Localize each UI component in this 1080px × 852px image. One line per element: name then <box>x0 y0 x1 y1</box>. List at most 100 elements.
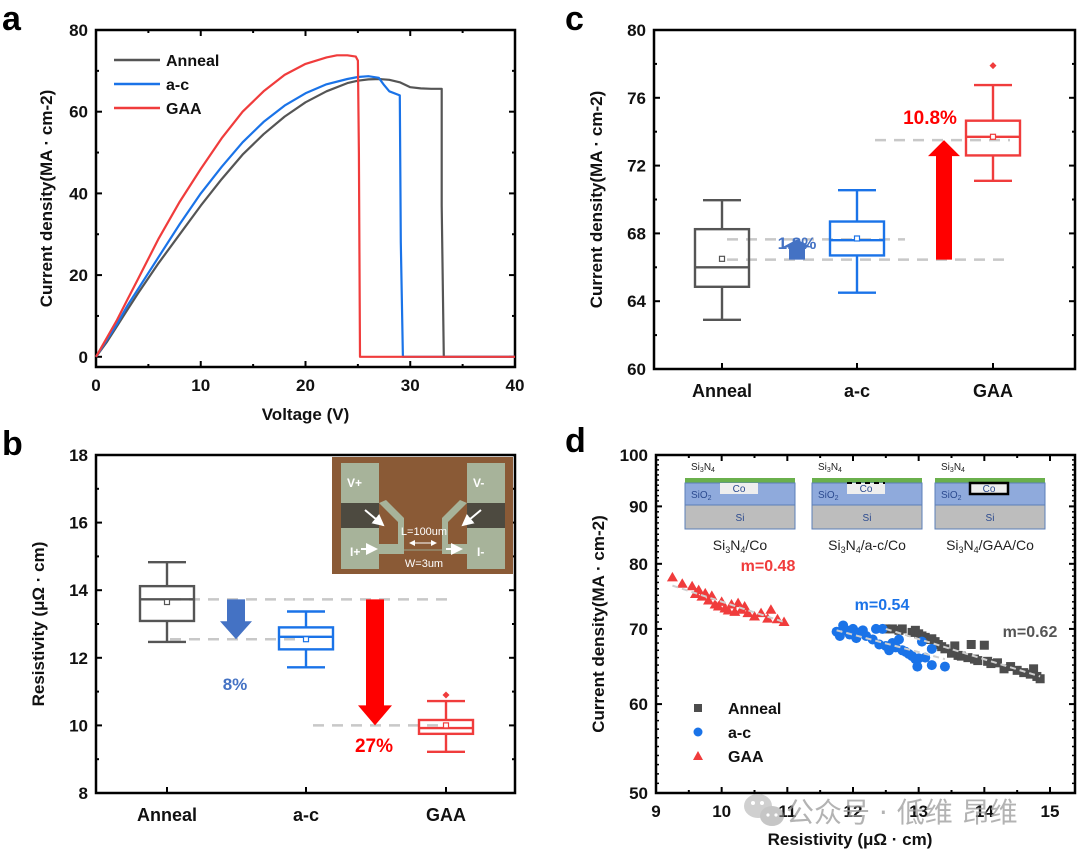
panel-b-box-anneal <box>138 560 196 644</box>
scatter-point <box>1035 674 1045 684</box>
scatter-point <box>973 656 983 666</box>
scatter-point <box>778 616 790 627</box>
panel-a-ytick-label: 60 <box>69 103 88 122</box>
panel-d-legend-label: a-c <box>728 725 751 742</box>
schematic-co-line <box>968 481 1010 496</box>
pad-iminus <box>467 528 505 569</box>
trace-vminus <box>442 500 467 545</box>
panel-c-box-anneal <box>693 198 751 322</box>
panel-c-box-ac <box>828 188 886 294</box>
label-vminus: V- <box>473 476 484 490</box>
panel-d-xlabel: Resistivity (μΩ · cm) <box>768 830 933 849</box>
box-mean-marker <box>718 255 726 262</box>
trace-iplus <box>379 544 404 554</box>
scatter-point <box>926 643 937 654</box>
panel-b-change-label: 8% <box>223 675 248 694</box>
panel-a-xtick-label: 10 <box>191 376 210 395</box>
schematic-si-label: Si <box>863 513 872 524</box>
panel-d-fit-line <box>885 627 1041 678</box>
label-iminus: I- <box>477 545 484 559</box>
box-outlier <box>989 62 997 70</box>
watermark: 公众号 · 低维 昂维 <box>744 794 1018 829</box>
box-iqr <box>277 626 335 651</box>
panel-b-ytick-label: 8 <box>79 784 88 803</box>
panel-d-ytick-label: 90 <box>629 497 648 516</box>
panel-label-b: b <box>2 425 23 463</box>
panel-a-ylabel: Current density(MA · cm-2) <box>37 90 56 308</box>
schematic-sio2-label: SiO2 <box>691 490 712 502</box>
panel-c-category-label: GAA <box>973 381 1013 401</box>
panel-d-stack-schematic: Si3N4 Co SiO2 Si Si3N4/a-c/Co <box>811 462 923 555</box>
panel-b-box-ac <box>277 610 335 669</box>
panel-d-ytick-label: 50 <box>629 784 648 803</box>
schematic-sio2-label: SiO2 <box>818 490 839 502</box>
panel-b-box-gaa <box>417 691 475 753</box>
panel-c-ytick-label: 64 <box>627 292 646 311</box>
panel-b-ytick-label: 10 <box>69 716 88 735</box>
panel-a-line-anneal <box>95 77 515 358</box>
panel-b-category-label: a-c <box>293 805 319 825</box>
plot-frame <box>94 28 517 369</box>
scatter-point <box>765 604 777 614</box>
box-mean-marker <box>442 722 450 729</box>
panel-a-legend-label: a-c <box>166 77 189 94</box>
scatter-point <box>939 661 950 672</box>
scatter-point <box>992 658 1002 668</box>
label-length: L=100um <box>401 526 447 538</box>
label-iplus: I+ <box>350 545 360 559</box>
schematic-si3n4-label: Si3N4 <box>691 462 715 474</box>
schematic-co-label: Co <box>860 484 873 495</box>
panel-d-ytick-label: 70 <box>629 620 648 639</box>
panel-b-category-label: Anneal <box>137 805 197 825</box>
schematic-si-substrate <box>934 504 1046 530</box>
plot-frame <box>654 453 1077 795</box>
panel-d-legend-marker <box>694 704 702 712</box>
scatter-point <box>986 659 996 669</box>
panel-c-ytick-label: 60 <box>627 360 646 379</box>
panel-a-legend-label: GAA <box>166 101 202 118</box>
scatter-point <box>693 584 705 595</box>
panel-b-ytick-label: 16 <box>69 514 88 533</box>
box-mean-marker <box>302 636 310 643</box>
box-iqr <box>138 584 196 623</box>
panel-a-xtick-label: 30 <box>401 376 420 395</box>
pad-dark-strip-left <box>341 503 379 528</box>
arrow-vplus-icon <box>364 509 385 527</box>
panel-d-xtick-label: 15 <box>1041 802 1060 821</box>
panel-c-change-arrow-up-icon <box>782 239 812 260</box>
schematic-co-line <box>847 483 885 494</box>
scatter-point <box>666 571 678 582</box>
schematic-co-label: Co <box>983 484 996 495</box>
panel-d-xtick-label: 13 <box>909 802 928 821</box>
panel-b-ytick-label: 18 <box>69 446 88 465</box>
label-vplus: V+ <box>347 476 362 490</box>
panel-a-xlabel: Voltage (V) <box>262 405 350 424</box>
panel-d-xtick-label: 9 <box>651 802 660 821</box>
panel-c-ytick-label: 72 <box>627 157 646 176</box>
pad-vminus <box>467 463 505 503</box>
panel-d-legend-label: Anneal <box>728 701 781 718</box>
scatter-point <box>956 651 966 661</box>
panel-d-slope-label: m=0.54 <box>855 597 910 614</box>
panel-c-ytick-label: 76 <box>627 89 646 108</box>
pad-vplus <box>341 463 379 503</box>
panel-b-device-micrograph: V+ V- I+ I- L=100um W=3um <box>332 457 513 574</box>
scatter-point <box>887 624 897 634</box>
panel-d-slope-label: m=0.62 <box>1003 624 1058 641</box>
schematic-si-substrate <box>684 504 796 530</box>
schematic-co-line <box>720 483 758 494</box>
schematic-si3n4-layer <box>935 478 1045 483</box>
scatter-point <box>912 661 923 672</box>
arrow-vminus-icon <box>461 509 482 527</box>
schematic-si3n4-label: Si3N4 <box>818 462 842 474</box>
pad-dark-strip-right <box>467 503 505 528</box>
panel-b-ylabel: Resistivity (μΩ · cm) <box>29 542 48 707</box>
panel-b-change-arrow-down-icon <box>358 599 392 726</box>
box-iqr <box>828 220 886 257</box>
panel-a-xtick-label: 40 <box>506 376 525 395</box>
panel-label-a: a <box>2 0 22 38</box>
scatter-point <box>722 604 734 615</box>
scatter-point <box>686 580 698 591</box>
